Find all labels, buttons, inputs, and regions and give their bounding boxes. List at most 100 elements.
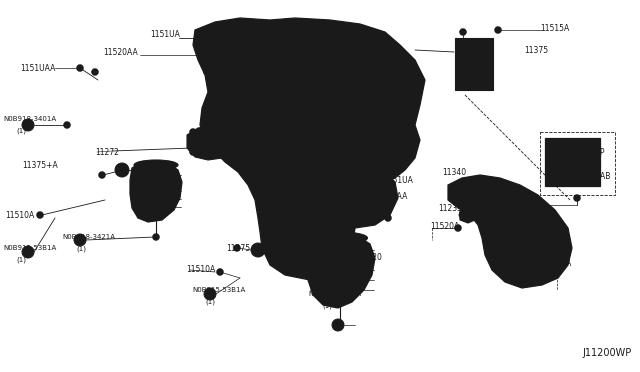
Text: N0B915-53B1A: N0B915-53B1A [3,245,56,251]
Text: 11375: 11375 [524,45,548,55]
Text: 11515A: 11515A [540,23,569,32]
Bar [545,138,600,186]
Text: 11375+A: 11375+A [22,160,58,170]
Text: 11520A: 11520A [430,221,460,231]
Circle shape [460,29,467,35]
Circle shape [385,215,392,221]
Circle shape [234,244,241,251]
Ellipse shape [312,232,367,244]
Circle shape [216,269,223,276]
Text: 1151UA: 1151UA [383,176,413,185]
Text: 11515AA: 11515AA [482,241,516,250]
Polygon shape [460,207,475,223]
Circle shape [36,212,44,218]
Circle shape [495,26,502,33]
Circle shape [547,242,563,258]
Text: N: N [78,237,82,243]
Text: 11232: 11232 [248,39,272,48]
Polygon shape [193,18,425,280]
Circle shape [499,248,506,256]
Circle shape [557,138,563,145]
Text: N0B918-3421A: N0B918-3421A [62,234,115,240]
Circle shape [204,68,211,76]
Circle shape [260,100,300,140]
Circle shape [454,224,461,231]
Text: N0B915-53B1A: N0B915-53B1A [192,287,245,293]
Text: N0B918-3401A: N0B918-3401A [275,207,328,213]
Circle shape [207,35,214,42]
Circle shape [115,163,129,177]
Circle shape [244,51,252,58]
Polygon shape [330,168,398,228]
Text: 11220: 11220 [135,193,159,202]
Circle shape [296,208,308,220]
Circle shape [63,122,70,128]
Circle shape [99,171,106,179]
Circle shape [552,247,559,253]
Circle shape [468,211,476,219]
Text: (1): (1) [16,257,26,263]
Text: 11272: 11272 [95,148,119,157]
Text: N: N [26,122,30,128]
Circle shape [251,243,265,257]
Circle shape [22,119,34,131]
Text: 11510A: 11510A [5,211,35,219]
Circle shape [579,138,586,145]
Text: (1): (1) [205,299,215,305]
Text: 11520A: 11520A [542,260,572,269]
Circle shape [225,148,232,155]
Circle shape [22,246,34,258]
Circle shape [332,319,344,331]
Circle shape [207,51,214,58]
Text: (1): (1) [16,128,26,134]
Text: N: N [208,292,212,296]
Circle shape [92,68,99,76]
Circle shape [459,211,467,219]
Text: J11200WP: J11200WP [583,348,632,358]
Text: 11220: 11220 [358,253,382,263]
Circle shape [225,128,232,135]
Text: N: N [26,250,30,254]
Text: N0B918-3401A: N0B918-3401A [3,116,56,122]
Text: 11235M: 11235M [438,203,468,212]
Text: N: N [336,323,340,327]
Text: N: N [300,212,304,217]
Text: 1151UAA: 1151UAA [372,192,408,201]
Circle shape [189,128,196,135]
Polygon shape [130,161,182,222]
Text: (1): (1) [76,246,86,252]
Bar [455,38,493,90]
Text: (1): (1) [289,219,299,225]
Circle shape [457,187,473,203]
Circle shape [204,288,216,300]
Text: 11515AB: 11515AB [576,171,611,180]
Circle shape [204,52,211,60]
Polygon shape [200,36,258,82]
Text: 11220P: 11220P [576,148,605,157]
Text: 11340: 11340 [442,167,466,176]
Polygon shape [448,175,572,288]
Text: 11375+A: 11375+A [226,244,262,253]
Polygon shape [308,234,375,308]
Circle shape [189,148,196,155]
Circle shape [385,176,392,183]
Text: 11520AA: 11520AA [103,48,138,57]
Circle shape [242,82,318,158]
Circle shape [74,234,86,246]
Polygon shape [187,125,235,160]
Circle shape [77,64,83,71]
Text: 11233: 11233 [383,148,407,157]
Circle shape [337,211,344,218]
Text: 1151UA: 1151UA [150,29,180,38]
Text: N0B918-3421A: N0B918-3421A [308,291,361,297]
Circle shape [244,68,252,76]
Circle shape [152,234,159,241]
Circle shape [337,321,344,327]
Text: 11510A: 11510A [186,266,215,275]
Circle shape [461,192,468,199]
Text: 1151UAA: 1151UAA [20,64,56,73]
Circle shape [337,176,344,183]
Circle shape [337,215,344,221]
Ellipse shape [134,160,178,170]
Circle shape [573,195,580,202]
